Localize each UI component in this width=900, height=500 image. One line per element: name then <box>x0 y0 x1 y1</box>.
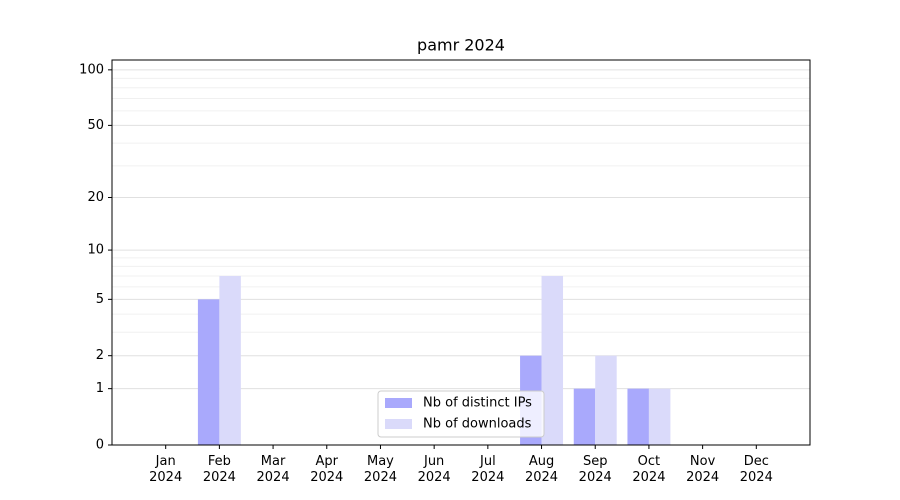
y-tick-label: 0 <box>96 438 104 453</box>
bar <box>541 275 564 445</box>
x-tick-label: Feb 2024 <box>202 454 236 485</box>
x-tick-label: Aug 2024 <box>524 454 559 485</box>
y-tick-label: 10 <box>87 243 104 258</box>
x-tick-label: Mar 2024 <box>256 454 290 485</box>
legend: Nb of distinct IPs Nb of downloads <box>377 390 545 438</box>
x-tick-label: Jun 2024 <box>417 454 451 485</box>
bar <box>219 275 241 445</box>
x-tick-label: Nov 2024 <box>686 454 720 485</box>
y-tick-label: 2 <box>96 348 104 363</box>
legend-label: Nb of downloads <box>423 417 532 432</box>
y-tick-label: 1 <box>96 381 104 396</box>
chart-title: pamr 2024 <box>417 36 505 55</box>
y-tick-label: 50 <box>87 118 104 133</box>
bar <box>573 388 596 445</box>
bar <box>197 299 220 445</box>
x-tick-label: Oct 2024 <box>632 454 666 485</box>
legend-swatch <box>385 398 412 408</box>
x-tick-label: Sep 2024 <box>578 454 612 485</box>
x-tick-label: May 2024 <box>363 454 397 485</box>
plot-frame <box>111 59 811 446</box>
legend-box <box>377 390 545 438</box>
x-tick-label: Dec 2024 <box>739 454 773 485</box>
bar <box>648 388 671 445</box>
x-tick-label: Jan 2024 <box>149 454 183 485</box>
y-tick-label: 5 <box>96 292 104 307</box>
x-tick-label: Apr 2024 <box>310 454 344 485</box>
legend-label: Nb of distinct IPs <box>423 396 532 411</box>
legend-swatch <box>385 419 412 429</box>
y-tick-label: 20 <box>87 190 104 205</box>
bar <box>595 355 617 445</box>
x-tick-label: Jul 2024 <box>471 454 505 485</box>
bar <box>627 388 649 445</box>
y-tick-label: 100 <box>79 62 104 77</box>
